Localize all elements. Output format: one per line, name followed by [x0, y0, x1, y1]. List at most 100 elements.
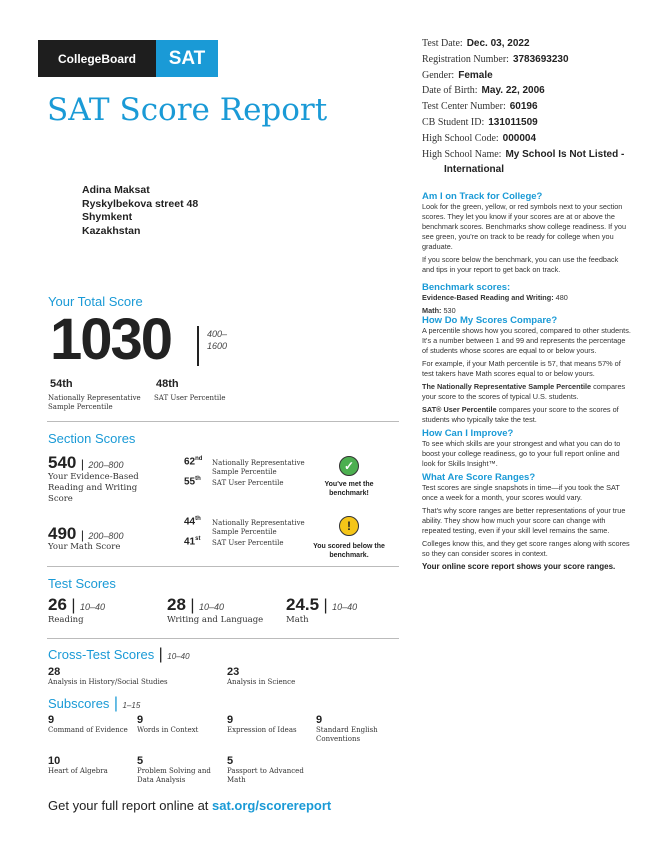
- benchmark-math: Math: 530: [422, 306, 456, 315]
- ebrw-label: Your Evidence-Based Reading and Writing …: [48, 472, 139, 504]
- test-score: 26: [48, 595, 67, 614]
- cross-test-item: 23 Analysis in Science: [227, 666, 295, 687]
- ebrw-benchmark: You've met the benchmark!: [324, 481, 374, 497]
- total-range: 400–1600: [207, 329, 228, 351]
- test-label: Writing and Language: [167, 615, 264, 625]
- ranges-text: Test scores are single snapshots in time…: [422, 483, 620, 502]
- ranges-text-4: Your online score report shows your scor…: [422, 562, 616, 571]
- compare-heading: How Do My Scores Compare?: [422, 315, 558, 326]
- test-label: Math: [286, 615, 309, 625]
- subscore: 5: [137, 755, 144, 767]
- subscores-range: 1–15: [122, 701, 141, 710]
- total-user-label: SAT User Percentile: [154, 394, 226, 402]
- info-row: Date of Birth: May. 22, 2006: [422, 83, 642, 99]
- subscore-item: 10 Heart of Algebra: [48, 755, 133, 776]
- info-label: Test Date:: [422, 38, 463, 49]
- total-nrs-label: Nationally Representative Sample Percent…: [48, 394, 141, 411]
- subscore: 9: [227, 714, 234, 726]
- info-value: Female: [458, 69, 493, 81]
- info-row: CB Student ID: 131011509: [422, 115, 642, 131]
- ebrw-user: 55th: [184, 476, 201, 488]
- track-text-2: If you score below the benchmark, you ca…: [422, 255, 619, 274]
- test-range: 10–40: [332, 602, 358, 612]
- info-value: 000004: [502, 132, 537, 144]
- total-user: 48th: [156, 378, 179, 390]
- collegeboard-brand: CollegeBoard: [38, 40, 156, 77]
- ranges-heading: What Are Score Ranges?: [422, 472, 536, 483]
- improve-text: To see which skills are your strongest a…: [422, 439, 621, 468]
- info-label: High School Code:: [422, 132, 499, 144]
- ranges-text-2: That's why score ranges are better repre…: [422, 506, 626, 535]
- test-score: 24.5: [286, 595, 320, 614]
- cross-test-header: Cross-Test Scores | 10–40: [48, 646, 190, 663]
- student-info: Test Date: Dec. 03, 2022 Registration Numb…: [422, 36, 642, 178]
- math-user-label: SAT User Percentile: [212, 539, 284, 547]
- subscore-label: Passport to Advanced Math: [227, 767, 304, 784]
- subscore: 9: [48, 714, 55, 726]
- info-row: Gender: Female: [422, 68, 642, 84]
- info-value: 3783693230: [512, 53, 569, 65]
- cross-test-range: 10–40: [167, 652, 190, 661]
- divider: [47, 638, 399, 639]
- cross-test-heading: Cross-Test Scores: [48, 647, 155, 662]
- subscore-label: Words in Context: [137, 726, 199, 734]
- info-label: Registration Number:: [422, 53, 509, 65]
- info-row: Test Center Number: 60196: [422, 99, 642, 115]
- test-score-item: 26 | 10–40 Reading: [48, 595, 106, 625]
- ebrw-score-block: 540 | 200–800: [48, 453, 124, 472]
- footer-text: Get your full report online at sat.org/s…: [48, 798, 331, 813]
- student-name: Adina Maksat: [82, 184, 150, 196]
- address-city: Shymkent: [82, 211, 133, 223]
- info-row: Registration Number: 3783693230: [422, 52, 642, 68]
- math-nrs-label: Nationally Representative Sample Percent…: [212, 519, 305, 536]
- subscore-item: 9 Command of Evidence: [48, 714, 133, 735]
- math-label: Your Math Score: [48, 542, 121, 552]
- compare-text-3: The Nationally Representative Sample Per…: [422, 382, 626, 401]
- address-street: Ryskylbekova street 48: [82, 197, 199, 210]
- ebrw-range: 200–800: [88, 460, 124, 470]
- cross-score: 28: [48, 666, 61, 678]
- ebrw-user-label: SAT User Percentile: [212, 479, 284, 487]
- test-score-item: 24.5 | 10–40 Math: [286, 595, 358, 625]
- divider: [47, 566, 399, 567]
- address-country: Kazakhstan: [82, 224, 141, 237]
- subscore: 5: [227, 755, 234, 767]
- ranges-text-3: Colleges know this, and they get score r…: [422, 539, 630, 558]
- subscores-header: Subscores | 1–15: [48, 695, 141, 712]
- math-score: 490: [48, 524, 77, 543]
- footer-label: Get your full report online at: [48, 798, 213, 813]
- cross-test-item: 28 Analysis in History/Social Studies: [48, 666, 168, 687]
- math-score-block: 490 | 200–800: [48, 524, 124, 543]
- total-score: 1030: [50, 307, 173, 372]
- math-nrs: 44th: [184, 516, 201, 528]
- collegeboard-logo: CollegeBoard SAT: [38, 40, 218, 77]
- info-label: High School Name:: [422, 148, 502, 160]
- cross-label: Analysis in History/Social Studies: [48, 678, 168, 686]
- cross-score: 23: [227, 666, 240, 678]
- subscore-item: 9 Expression of Ideas: [227, 714, 312, 735]
- math-user: 41st: [184, 536, 201, 548]
- score-report-link[interactable]: sat.org/scorereport: [212, 798, 332, 813]
- info-value: May. 22, 2006: [481, 85, 545, 97]
- info-value: 131011509: [488, 116, 538, 128]
- total-score-heading: Your Total Score: [48, 294, 143, 309]
- subscore-label: Problem Solving and Data Analysis: [137, 767, 211, 784]
- test-range: 10–40: [198, 602, 225, 612]
- subscore-item: 5 Problem Solving and Data Analysis: [137, 755, 222, 785]
- subscore-label: Command of Evidence: [48, 726, 128, 734]
- sidebar-info: Am I on Track for College? Look for the …: [422, 188, 632, 575]
- subscore-label: Expression of Ideas: [227, 726, 297, 734]
- benchmark-heading: Benchmark scores:: [422, 282, 511, 293]
- ebrw-score: 540: [48, 453, 77, 472]
- compare-text: A percentile shows how you scored, compa…: [422, 326, 631, 355]
- info-label: Test Center Number:: [422, 101, 506, 113]
- sat-logo: SAT: [156, 40, 218, 77]
- benchmark-ebrw: Evidence-Based Reading and Writing: 480: [422, 293, 568, 302]
- warning-icon: !: [339, 516, 359, 536]
- info-row: High School Code: 000004: [422, 131, 642, 147]
- cross-label: Analysis in Science: [227, 678, 296, 686]
- test-scores-heading: Test Scores: [48, 576, 116, 591]
- ebrw-nrs: 62nd: [184, 456, 203, 468]
- test-range: 10–40: [79, 602, 106, 612]
- test-label: Reading: [48, 615, 84, 625]
